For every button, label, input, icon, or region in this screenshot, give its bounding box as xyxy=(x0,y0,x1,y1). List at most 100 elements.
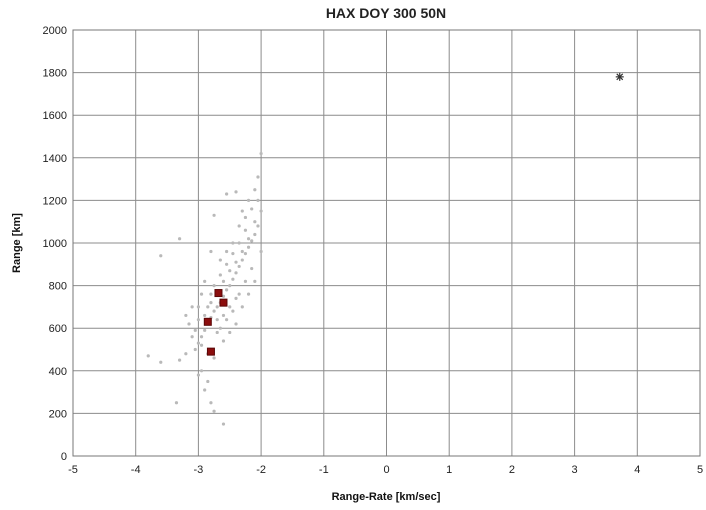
grid-lines xyxy=(72,29,701,457)
scatter-point xyxy=(177,358,182,362)
scatter-point xyxy=(184,352,188,356)
star-marker xyxy=(615,72,624,81)
scatter-point xyxy=(259,209,263,213)
scatter-point xyxy=(209,249,213,254)
scatter-point xyxy=(240,209,244,213)
scatter-point xyxy=(256,175,260,179)
scatter-point xyxy=(221,294,226,298)
highlight-point xyxy=(214,289,223,298)
scatter-point xyxy=(253,232,257,237)
scatter-point xyxy=(250,239,254,243)
scatter-point xyxy=(250,207,254,211)
scatter-point xyxy=(146,354,150,358)
scatter-point xyxy=(234,322,238,326)
scatter-point xyxy=(234,190,238,194)
scatter-point xyxy=(209,301,213,305)
scatter-point xyxy=(228,284,232,288)
scatter-point xyxy=(246,237,251,241)
scatter-point xyxy=(234,271,238,275)
x-tick-label: -2 xyxy=(256,464,266,476)
scatter-point xyxy=(243,215,248,220)
scatter-point xyxy=(225,192,229,196)
scatter-point xyxy=(253,279,257,283)
scatter-point xyxy=(177,237,182,241)
scatter-point xyxy=(256,224,260,228)
scatter-point xyxy=(203,279,207,283)
y-tick-label: 400 xyxy=(49,366,67,378)
x-tick-label: 4 xyxy=(634,464,640,476)
y-tick-label: 600 xyxy=(49,323,67,335)
scatter-point xyxy=(256,198,260,202)
scatter-point xyxy=(203,313,207,318)
scatter-point xyxy=(221,313,226,318)
scatter-point xyxy=(237,241,241,245)
plot-area xyxy=(72,29,701,457)
scatter-point xyxy=(234,260,238,264)
scatter-point xyxy=(212,213,216,217)
scatter-point xyxy=(246,198,251,202)
x-tick-label: -4 xyxy=(131,464,141,476)
scatter-point xyxy=(243,228,248,232)
scatter-point xyxy=(221,339,226,343)
scatter-point xyxy=(199,343,204,347)
scatter-point xyxy=(206,305,210,309)
scatter-point xyxy=(228,305,232,309)
scatter-point xyxy=(206,379,210,384)
y-axis-ticks: 0 200 400 600 800 1000 1200 1400 1600 1800 2000 xyxy=(43,25,67,463)
scatter-point xyxy=(159,254,163,258)
scatter-point xyxy=(228,269,232,273)
scatter-point xyxy=(193,328,197,332)
scatter-point xyxy=(231,277,235,281)
highlight-point xyxy=(219,298,228,307)
data-points xyxy=(146,72,624,426)
scatter-point xyxy=(174,401,179,405)
scatter-point xyxy=(237,224,241,228)
scatter-point xyxy=(234,296,238,300)
scatter-point xyxy=(196,341,200,345)
scatter-point xyxy=(240,258,244,262)
y-tick-label: 1400 xyxy=(43,153,67,165)
scatter-point xyxy=(243,252,248,256)
highlight-point xyxy=(203,317,212,326)
scatter-point xyxy=(159,360,163,364)
scatter-point xyxy=(215,318,219,322)
scatter-point xyxy=(225,318,229,322)
scatter-point xyxy=(184,313,188,318)
scatter-point xyxy=(193,347,197,352)
x-axis-label: Range-Rate [km/sec] xyxy=(332,491,441,503)
y-tick-label: 2000 xyxy=(43,25,67,37)
scatter-point xyxy=(225,288,229,292)
x-tick-label: 5 xyxy=(697,464,703,476)
scatter-point xyxy=(218,326,222,330)
x-tick-label: 1 xyxy=(446,464,452,476)
scatter-point xyxy=(250,266,254,271)
scatter-point xyxy=(203,328,207,332)
chart-title: HAX DOY 300 50N xyxy=(326,5,446,21)
y-tick-label: 800 xyxy=(49,281,67,293)
scatter-point xyxy=(237,264,241,269)
scatter-point xyxy=(190,305,194,309)
scatter-point xyxy=(212,284,216,288)
scatter-point xyxy=(228,330,232,335)
scatter-point xyxy=(253,220,257,224)
scatter-point xyxy=(231,241,235,245)
scatter-point xyxy=(231,309,235,313)
scatter-point xyxy=(237,292,241,296)
scatter-point xyxy=(199,292,204,296)
y-tick-label: 200 xyxy=(49,408,67,420)
x-tick-label: -3 xyxy=(194,464,204,476)
scatter-point xyxy=(246,245,251,249)
y-tick-label: 1200 xyxy=(43,195,67,207)
scatter-point xyxy=(203,388,207,392)
scatter-point xyxy=(240,249,244,254)
scatter-point xyxy=(259,151,263,156)
highlight-point xyxy=(206,347,215,356)
scatter-point xyxy=(215,305,219,309)
scatter-point xyxy=(246,292,251,296)
y-tick-label: 1000 xyxy=(43,238,67,250)
scatter-point xyxy=(225,262,229,266)
scatter-point xyxy=(196,373,200,377)
scatter-point xyxy=(215,330,219,335)
scatter-point xyxy=(212,309,216,313)
scatter-point xyxy=(209,401,213,405)
